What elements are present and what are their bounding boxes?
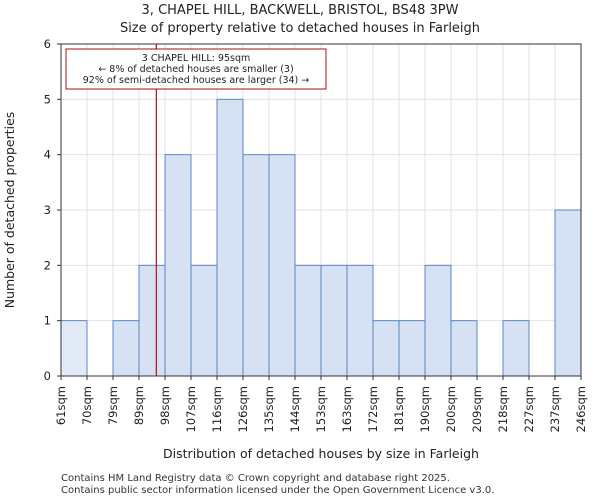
x-tick-label: 79sqm [106, 386, 120, 425]
histogram-bar [424, 264, 452, 377]
chart-title: 3, CHAPEL HILL, BACKWELL, BRISTOL, BS48 … [141, 3, 459, 18]
x-tick-label: 163sqm [340, 386, 354, 432]
x-tick-label: 200sqm [444, 386, 458, 432]
annotation-line-2: ← 8% of detached houses are smaller (3) [98, 64, 293, 75]
annotation-line-1: 3 CHAPEL HILL: 95sqm [142, 53, 250, 64]
x-tick-label: 70sqm [80, 386, 94, 425]
x-tick-label: 89sqm [132, 386, 146, 425]
histogram-bar [138, 264, 166, 377]
footer-copyright: Contains HM Land Registry data © Crown c… [61, 473, 450, 484]
y-tick-label: 2 [44, 258, 51, 272]
y-tick-label: 1 [44, 314, 51, 328]
y-tick-label: 5 [44, 92, 51, 106]
histogram-bar [60, 320, 88, 377]
histogram-bar [190, 264, 218, 377]
x-tick-label: 172sqm [366, 386, 380, 432]
x-tick-label: 181sqm [392, 386, 406, 432]
x-tick-label: 116sqm [210, 386, 224, 432]
y-tick-label: 4 [44, 148, 51, 162]
histogram-bar [502, 320, 530, 377]
x-tick-label: 107sqm [184, 386, 198, 432]
histogram-bar [216, 98, 244, 377]
footer-licence: Contains public sector information licen… [61, 485, 495, 496]
x-tick-label: 218sqm [496, 386, 510, 432]
x-tick-label: 144sqm [288, 386, 302, 432]
x-axis-label: Distribution of detached houses by size … [163, 446, 479, 461]
y-tick-label: 0 [44, 369, 51, 383]
x-tick-label: 126sqm [236, 386, 250, 432]
y-tick-label: 6 [44, 37, 51, 51]
histogram-bar [164, 154, 192, 377]
y-axis-label: Number of detached properties [2, 112, 17, 309]
annotation-box [65, 48, 327, 90]
x-tick-label: 246sqm [574, 386, 588, 432]
x-tick-label: 61sqm [54, 386, 68, 425]
histogram-bar [320, 264, 348, 377]
x-tick-label: 135sqm [262, 386, 276, 432]
x-tick-label: 237sqm [548, 386, 562, 432]
x-tick-label: 153sqm [314, 386, 328, 432]
histogram-bar [242, 154, 270, 377]
histogram-bar [398, 320, 426, 377]
histogram-bar [372, 320, 400, 377]
chart-subtitle: Size of property relative to detached ho… [119, 21, 481, 36]
x-tick-label: 209sqm [470, 386, 484, 432]
histogram-bar [346, 264, 374, 377]
x-tick-label: 227sqm [522, 386, 536, 432]
histogram-bar [294, 264, 322, 377]
histogram-bar [450, 320, 478, 377]
x-tick-label: 98sqm [158, 386, 172, 425]
histogram-bar [112, 320, 140, 377]
histogram-bar [554, 209, 582, 377]
y-tick-label: 3 [44, 203, 51, 217]
histogram-bar [268, 154, 296, 377]
x-tick-label: 190sqm [418, 386, 432, 432]
annotation-line-3: 92% of semi-detached houses are larger (… [83, 75, 310, 86]
